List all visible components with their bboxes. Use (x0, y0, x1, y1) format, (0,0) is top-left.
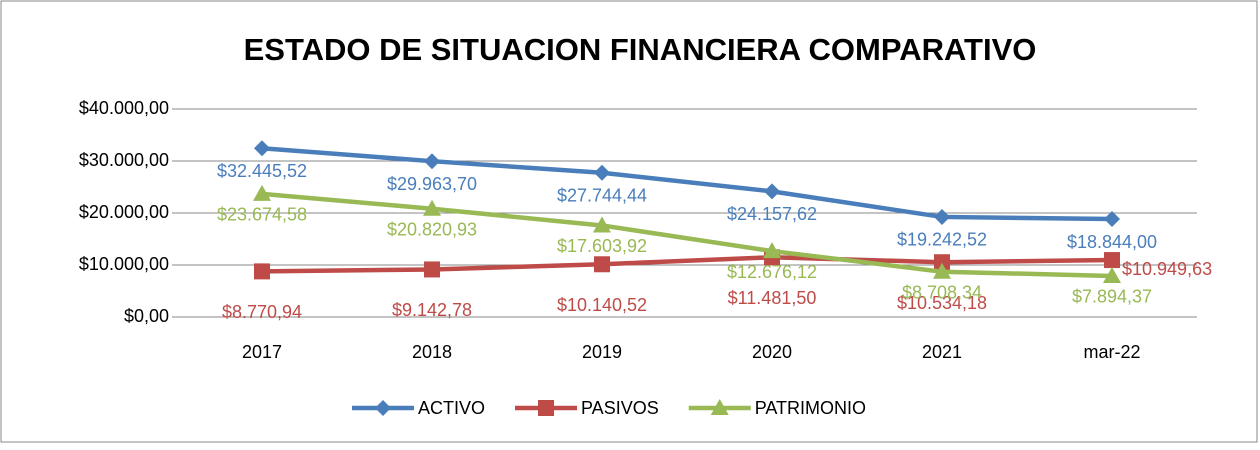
data-label: $18.844,00 (1067, 232, 1157, 252)
chart-title: ESTADO DE SITUACION FINANCIERA COMPARATI… (244, 32, 1037, 67)
y-tick-label: $30.000,00 (79, 150, 169, 170)
x-tick-label: mar-22 (1083, 342, 1140, 362)
y-tick-label: $10.000,00 (79, 254, 169, 274)
data-label: $9.142,78 (392, 300, 472, 320)
legend-label: PATRIMONIO (755, 398, 866, 418)
marker (933, 262, 951, 279)
data-label: $10.949,63 (1122, 259, 1212, 279)
data-label: $17.603,92 (557, 236, 647, 256)
data-label: $24.157,62 (727, 204, 817, 224)
legend-label: ACTIVO (418, 398, 485, 418)
marker (254, 263, 270, 280)
marker (710, 399, 729, 415)
data-label: $23.674,58 (217, 205, 307, 225)
marker (423, 199, 441, 216)
marker (424, 261, 440, 278)
marker (763, 242, 781, 259)
marker (934, 254, 950, 271)
marker (1104, 211, 1120, 228)
marker (375, 400, 391, 416)
y-tick-label: $20.000,00 (79, 202, 169, 222)
data-label: $32.445,52 (217, 161, 307, 181)
x-tick-label: 2018 (412, 342, 452, 362)
y-tick-label: $40.000,00 (79, 98, 169, 118)
data-label: $8.770,94 (222, 302, 302, 322)
data-label: $29.963,70 (387, 174, 477, 194)
data-label: $19.242,52 (897, 230, 987, 250)
marker (934, 208, 950, 225)
x-tick-label: 2020 (752, 342, 792, 362)
y-tick-label: $0,00 (124, 306, 169, 326)
marker (254, 140, 270, 157)
series-line (261, 191, 1113, 279)
marker (253, 184, 271, 201)
x-tick-label: 2021 (922, 342, 962, 362)
marker (594, 256, 610, 273)
data-label: $10.140,52 (557, 295, 647, 315)
data-label: $12.676,12 (727, 262, 817, 282)
marker (764, 183, 780, 200)
data-label: $7.894,37 (1072, 287, 1152, 307)
data-label: $20.820,93 (387, 219, 477, 239)
data-label: $8.708,34 (902, 282, 982, 302)
x-tick-label: 2017 (242, 342, 282, 362)
marker (593, 216, 611, 233)
data-label: $10.534,18 (897, 293, 987, 313)
data-label: $27.744,44 (557, 185, 647, 205)
marker (1104, 252, 1120, 269)
marker (538, 400, 555, 416)
legend-label: PASIVOS (581, 398, 659, 418)
data-label: $11.481,50 (728, 288, 817, 308)
marker (594, 164, 610, 181)
x-tick-label: 2019 (582, 342, 622, 362)
marker (1103, 266, 1121, 283)
series-line (261, 255, 1113, 274)
marker (424, 153, 440, 170)
series-line (261, 146, 1113, 222)
